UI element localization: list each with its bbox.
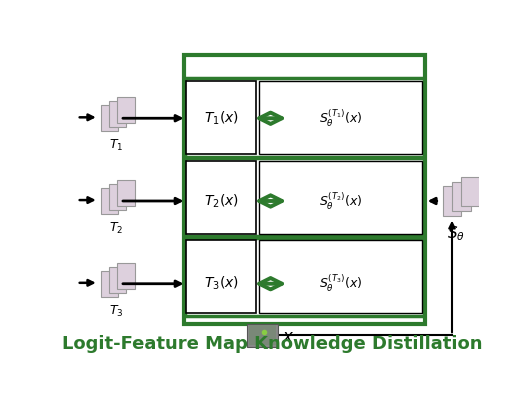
Text: Logit-Feature Map Knowledge Distillation: Logit-Feature Map Knowledge Distillation bbox=[62, 335, 483, 353]
Bar bbox=[109, 267, 127, 293]
Bar bbox=[461, 177, 480, 206]
Bar bbox=[260, 81, 422, 154]
Bar bbox=[101, 105, 119, 131]
Bar bbox=[117, 263, 135, 289]
Bar bbox=[187, 240, 256, 314]
Text: $T_1(x)$: $T_1(x)$ bbox=[204, 109, 239, 127]
Text: $x$: $x$ bbox=[282, 328, 294, 346]
Text: $T_1$: $T_1$ bbox=[109, 138, 123, 153]
Text: $S_{\theta}^{(T_1)}(x)$: $S_{\theta}^{(T_1)}(x)$ bbox=[319, 108, 363, 129]
Text: $S_{\theta}^{(T_3)}(x)$: $S_{\theta}^{(T_3)}(x)$ bbox=[319, 273, 363, 294]
Bar bbox=[247, 324, 278, 347]
Bar bbox=[184, 55, 425, 324]
Bar bbox=[109, 184, 127, 210]
Text: $T_2$: $T_2$ bbox=[109, 221, 123, 236]
Bar bbox=[187, 81, 256, 154]
Bar bbox=[248, 325, 276, 345]
Bar bbox=[260, 240, 422, 314]
Text: $T_3(x)$: $T_3(x)$ bbox=[204, 275, 239, 293]
Text: $T_2(x)$: $T_2(x)$ bbox=[204, 192, 239, 210]
Bar bbox=[452, 182, 471, 211]
Bar bbox=[443, 186, 461, 216]
Bar bbox=[101, 271, 119, 297]
Bar bbox=[117, 180, 135, 206]
Bar bbox=[185, 158, 424, 236]
Text: $S_{\theta}$: $S_{\theta}$ bbox=[447, 224, 465, 243]
Bar bbox=[260, 160, 422, 234]
Bar bbox=[109, 101, 127, 127]
Bar bbox=[101, 188, 119, 214]
Text: $T_3$: $T_3$ bbox=[109, 304, 123, 319]
Bar bbox=[187, 160, 256, 234]
Bar bbox=[117, 97, 135, 123]
Bar bbox=[185, 78, 424, 156]
Bar bbox=[185, 238, 424, 316]
Text: $S_{\theta}^{(T_2)}(x)$: $S_{\theta}^{(T_2)}(x)$ bbox=[319, 191, 363, 211]
